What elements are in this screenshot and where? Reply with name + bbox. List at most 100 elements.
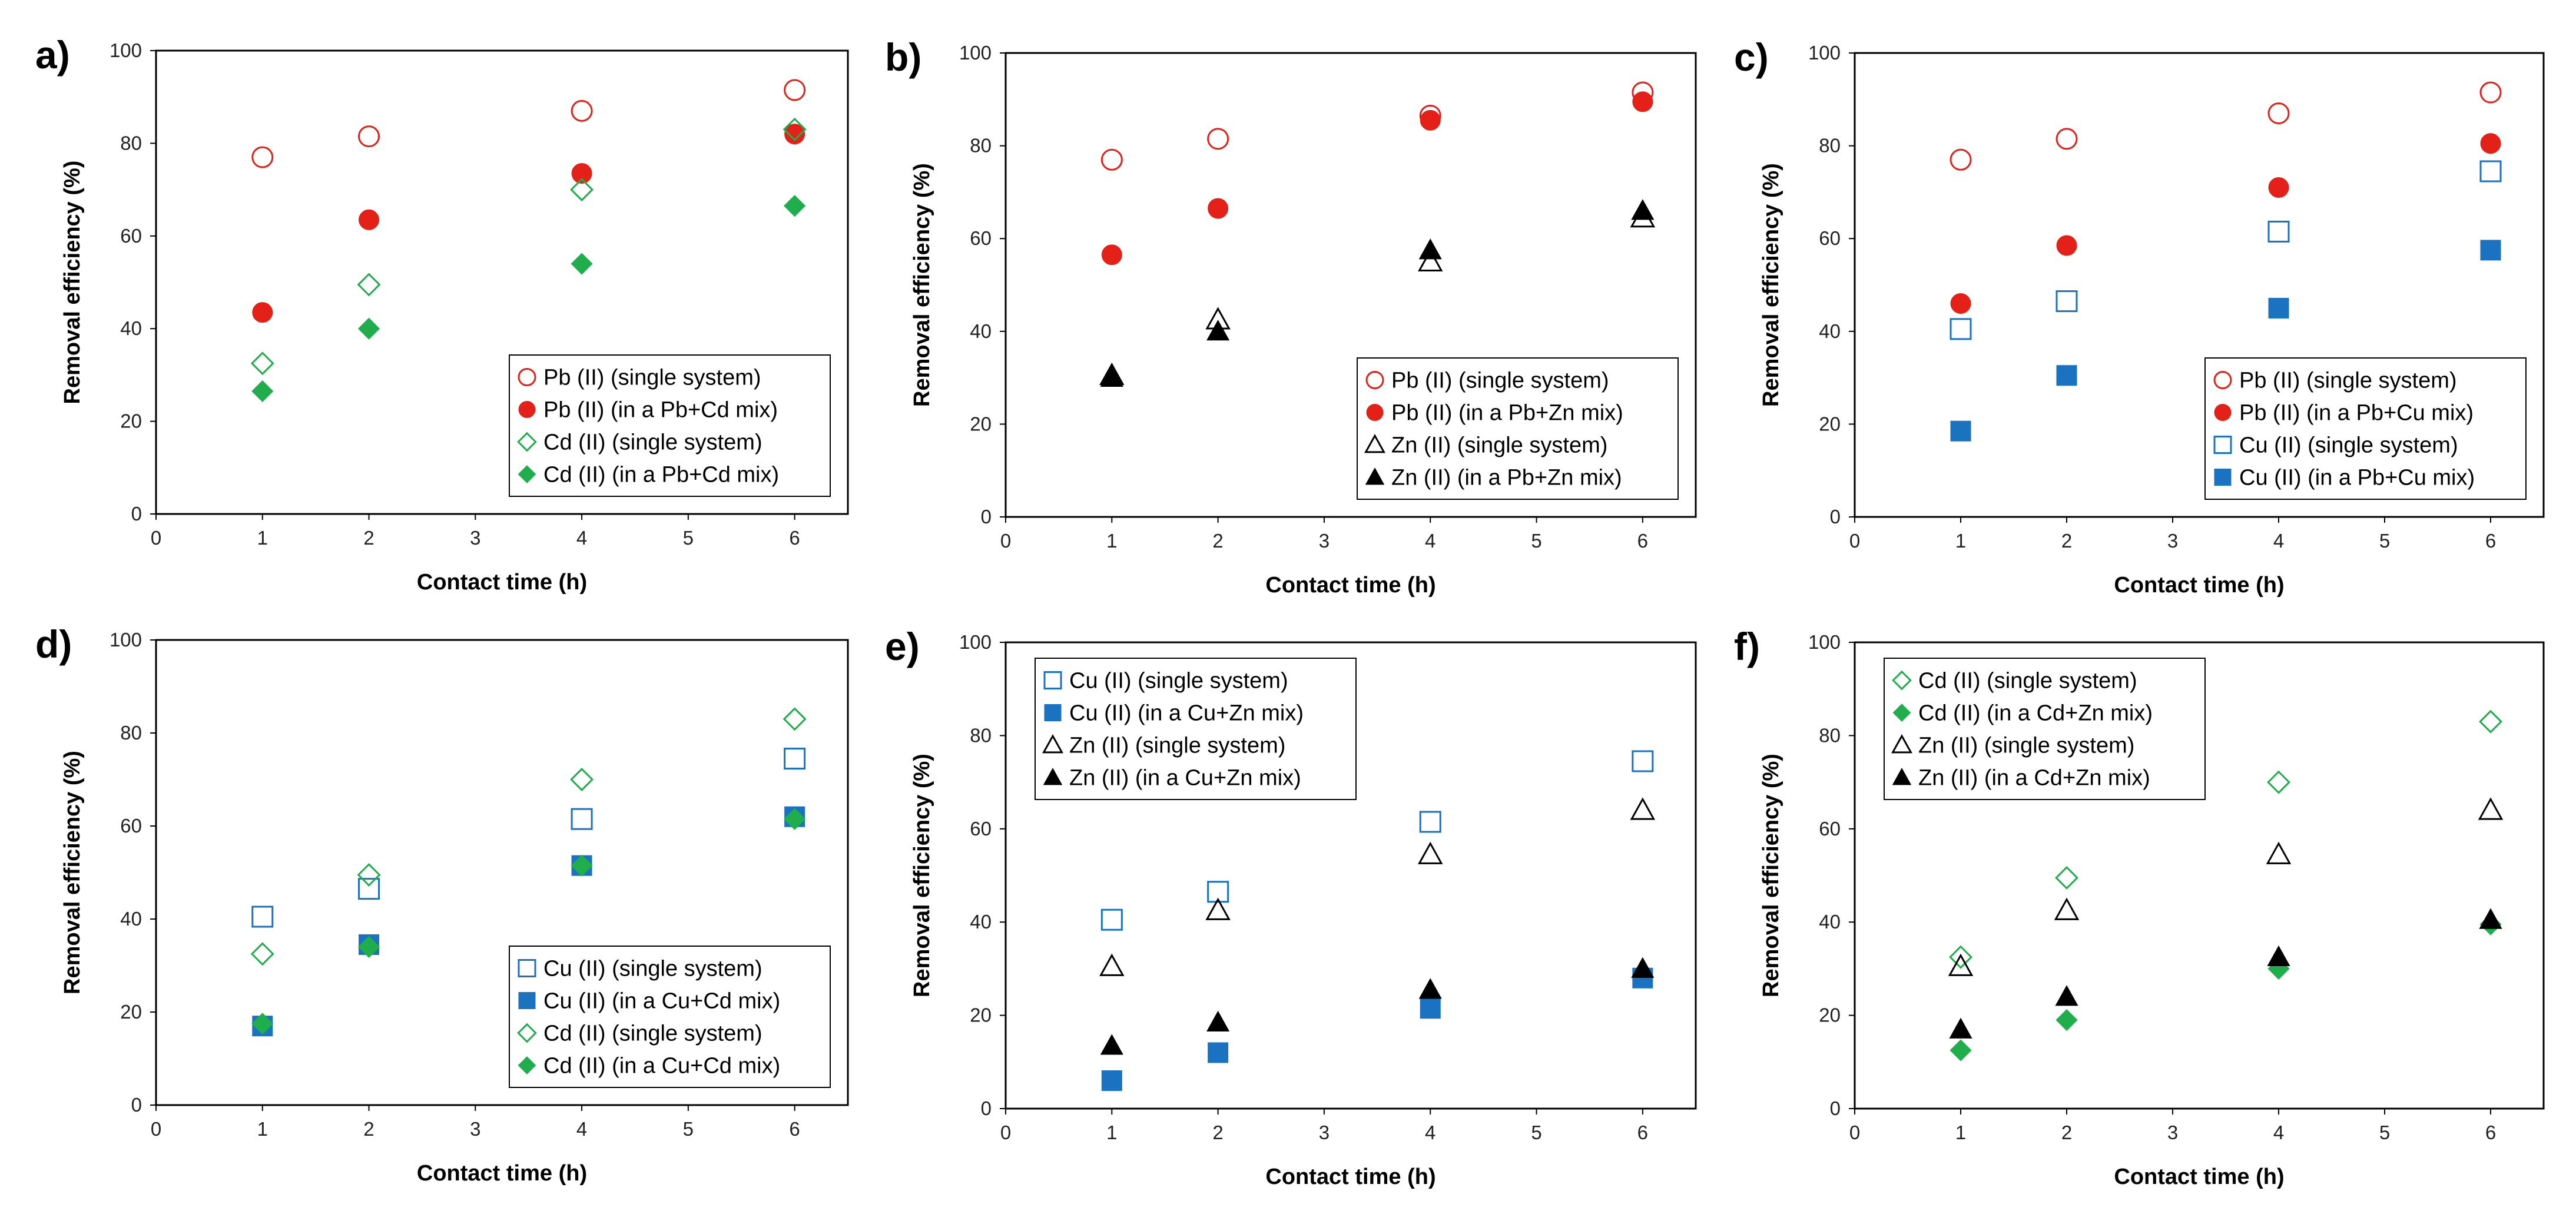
data-point — [2056, 128, 2078, 150]
x-axis-label: Contact time (h) — [417, 1161, 587, 1186]
series-3 — [1099, 797, 1656, 976]
panel-label: d) — [35, 622, 72, 666]
data-point — [1101, 1070, 1122, 1091]
data-point — [1100, 1034, 1123, 1055]
data-point — [251, 380, 274, 403]
series-3 — [1948, 797, 2504, 976]
y-tick-label: 40 — [120, 908, 142, 930]
data-point — [2479, 81, 2502, 104]
legend-entry: Pb (II) (in a Pb+Zn mix) — [1391, 401, 1623, 426]
data-point — [1417, 248, 1443, 272]
data-point — [1417, 841, 1443, 864]
y-tick-label: 100 — [959, 631, 992, 653]
legend-entry: Pb (II) (in a Pb+Cd mix) — [543, 398, 778, 423]
x-tick-label: 5 — [2379, 1122, 2390, 1143]
chart-panel-4: d) 0 20 40 60 80 100 0 1 2 3 4 5 6 Contact time (h) Rem… — [35, 622, 849, 1186]
x-tick-label: 2 — [2061, 530, 2072, 552]
legend-entry: Zn (II) (in a Pb+Zn mix) — [1391, 466, 1622, 490]
y-tick-label: 80 — [1819, 724, 1841, 746]
data-point — [2267, 770, 2290, 794]
legend-marker — [2214, 469, 2232, 486]
legend-marker — [2213, 371, 2232, 389]
legend: Cd (II) (single system) Cd (II) (in a Cd+… — [1884, 658, 2206, 800]
data-point — [2268, 297, 2289, 319]
y-tick-label: 60 — [970, 818, 992, 840]
y-tick-label: 100 — [1808, 42, 1841, 64]
legend-box — [1357, 357, 1679, 500]
x-tick-label: 5 — [2379, 530, 2390, 552]
data-point — [357, 863, 381, 887]
y-tick-label: 100 — [110, 39, 142, 61]
x-tick-label: 4 — [1425, 530, 1435, 552]
legend-box — [1884, 658, 2206, 800]
panel-label: f) — [1734, 625, 1760, 668]
data-point — [1630, 797, 1656, 820]
y-tick-label: 80 — [120, 722, 142, 744]
series-2 — [1101, 967, 1653, 1091]
data-point — [783, 117, 807, 141]
data-point — [784, 79, 806, 101]
x-tick-label: 3 — [470, 1118, 480, 1140]
chart-panel-6: f) 0 20 40 60 80 100 0 1 2 3 4 5 6 Contact time (h) Rem… — [1734, 625, 2545, 1189]
legend-marker — [1365, 371, 1384, 389]
data-point — [250, 942, 274, 966]
legend-marker — [518, 959, 536, 977]
series-3 — [1950, 160, 2502, 340]
x-tick-label: 4 — [576, 527, 587, 549]
data-point — [1950, 293, 1971, 314]
legend-entry: Cd (II) (single system) — [543, 1021, 762, 1046]
y-axis-label: Removal efficiency (%) — [1759, 754, 1783, 997]
x-tick-label: 2 — [1212, 1122, 1223, 1143]
x-tick-label: 2 — [1212, 530, 1223, 552]
x-axis-label: Contact time (h) — [1265, 573, 1435, 598]
data-point — [2479, 908, 2502, 929]
y-tick-label: 100 — [1808, 631, 1841, 653]
legend-entry: Cu (II) (single system) — [1069, 669, 1288, 694]
y-tick-label: 20 — [970, 1004, 992, 1026]
data-point — [2479, 160, 2502, 183]
series-1 — [251, 79, 806, 168]
data-point — [1950, 318, 1972, 340]
legend-marker — [1892, 670, 1912, 691]
y-tick-label: 40 — [120, 317, 142, 339]
legend-entry: Pb (II) (single system) — [2239, 369, 2457, 393]
data-point — [1099, 953, 1125, 976]
data-point — [1632, 750, 1654, 772]
x-tick-label: 1 — [257, 1118, 268, 1140]
data-point — [2267, 220, 2290, 243]
legend: Pb (II) (single system) Pb (II) (in a Pb+… — [2204, 357, 2527, 500]
legend-box — [509, 354, 831, 497]
legend-entry: Cd (II) (in a Pb+Cd mix) — [543, 463, 779, 487]
x-axis-label: Contact time (h) — [2114, 1165, 2284, 1189]
x-tick-label: 2 — [363, 527, 374, 549]
data-point — [570, 768, 594, 791]
legend-entry: Zn (II) (in a Cd+Zn mix) — [1918, 766, 2150, 791]
x-tick-label: 0 — [1000, 530, 1011, 552]
legend-marker — [1044, 704, 1062, 721]
data-point — [1949, 945, 1972, 969]
x-tick-label: 0 — [1000, 1122, 1011, 1143]
x-tick-label: 4 — [2273, 530, 2284, 552]
x-axis-label: Contact time (h) — [417, 570, 587, 595]
legend-entry: Cu (II) (in a Pb+Cu mix) — [2239, 466, 2475, 490]
chart-panel-3: c) 0 20 40 60 80 100 0 1 2 3 4 5 6 Contact time (h) Rem… — [1734, 35, 2545, 598]
data-point — [250, 351, 274, 376]
x-tick-label: 3 — [1319, 530, 1330, 552]
x-tick-label: 1 — [257, 527, 268, 549]
legend-marker — [517, 1023, 537, 1043]
series-1 — [1950, 81, 2502, 171]
data-point — [1420, 110, 1441, 131]
data-point — [2056, 235, 2077, 256]
y-tick-label: 60 — [970, 227, 992, 249]
legend-entry: Cd (II) (in a Cu+Cd mix) — [543, 1054, 780, 1079]
legend-entry: Pb (II) (single system) — [1391, 369, 1609, 393]
data-point — [571, 99, 593, 122]
data-point — [1950, 148, 1972, 171]
y-tick-label: 0 — [1830, 1097, 1841, 1119]
legend-marker — [2214, 404, 2232, 421]
y-tick-label: 80 — [970, 135, 992, 157]
data-point — [359, 209, 380, 230]
data-point — [358, 125, 380, 148]
legend-marker — [518, 1056, 536, 1074]
y-tick-label: 80 — [1819, 135, 1841, 157]
